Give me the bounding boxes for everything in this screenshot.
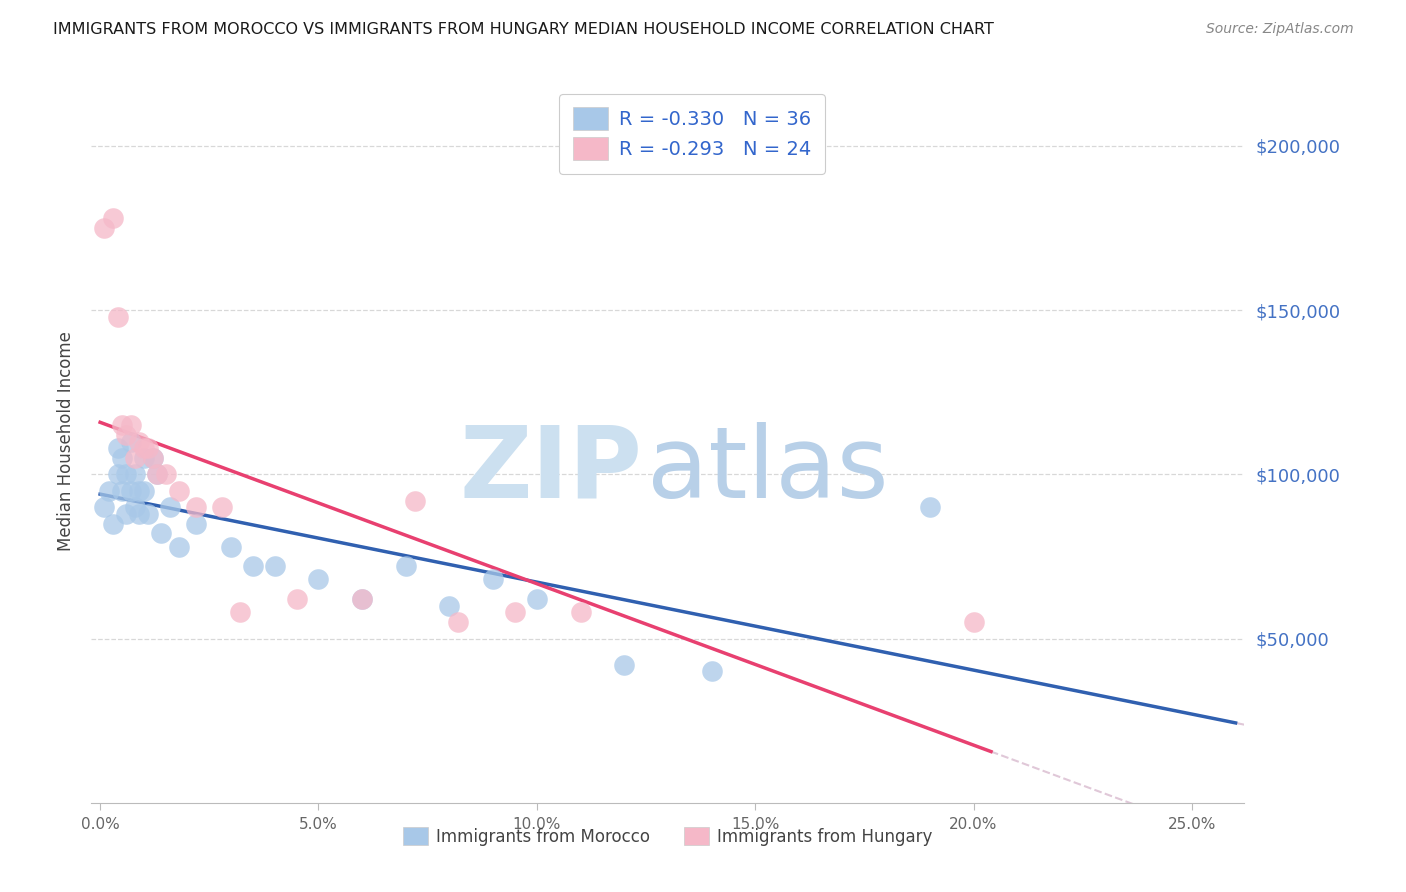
Point [103,516,125,531]
Point [155,467,177,482]
Point [132,450,155,465]
Y-axis label: Median Household Income: Median Household Income [58,332,76,551]
Point [285,592,308,607]
Point [186,500,208,515]
Point [136,441,159,455]
Point [186,516,208,531]
Point [395,559,418,574]
Point [124,500,146,515]
Point [97,483,120,498]
Point [482,573,505,587]
Point [352,592,374,607]
Point [124,467,146,482]
Point [136,507,159,521]
Point [146,467,169,482]
Point [111,450,134,465]
Point [352,592,374,607]
Point [107,467,129,482]
Point [103,211,125,226]
Point [167,540,190,554]
Point [962,615,984,630]
Point [115,467,138,482]
Text: atlas: atlas [647,422,889,519]
Point [120,483,142,498]
Point [211,500,233,515]
Point [613,657,636,672]
Point [404,493,426,508]
Point [141,450,163,465]
Point [120,434,142,449]
Point [159,500,181,515]
Point [128,507,150,521]
Point [124,450,146,465]
Point [141,450,163,465]
Point [146,467,169,482]
Point [107,441,129,455]
Text: ZIP: ZIP [460,422,643,519]
Text: IMMIGRANTS FROM MOROCCO VS IMMIGRANTS FROM HUNGARY MEDIAN HOUSEHOLD INCOME CORRE: IMMIGRANTS FROM MOROCCO VS IMMIGRANTS FR… [53,22,994,37]
Point [526,592,548,607]
Point [111,483,134,498]
Point [219,540,242,554]
Point [107,310,129,324]
Point [308,573,330,587]
Point [569,605,592,619]
Point [132,441,155,455]
Text: Source: ZipAtlas.com: Source: ZipAtlas.com [1206,22,1354,37]
Point [115,428,138,442]
Point [93,221,115,235]
Point [503,605,526,619]
Point [439,599,461,613]
Point [167,483,190,498]
Point [111,418,134,433]
Point [263,559,285,574]
Point [128,434,150,449]
Legend: Immigrants from Morocco, Immigrants from Hungary: Immigrants from Morocco, Immigrants from… [396,821,939,852]
Point [115,507,138,521]
Point [93,500,115,515]
Point [918,500,941,515]
Point [132,483,155,498]
Point [150,526,173,541]
Point [447,615,470,630]
Point [128,483,150,498]
Point [700,665,723,679]
Point [120,418,142,433]
Point [229,605,252,619]
Point [242,559,264,574]
